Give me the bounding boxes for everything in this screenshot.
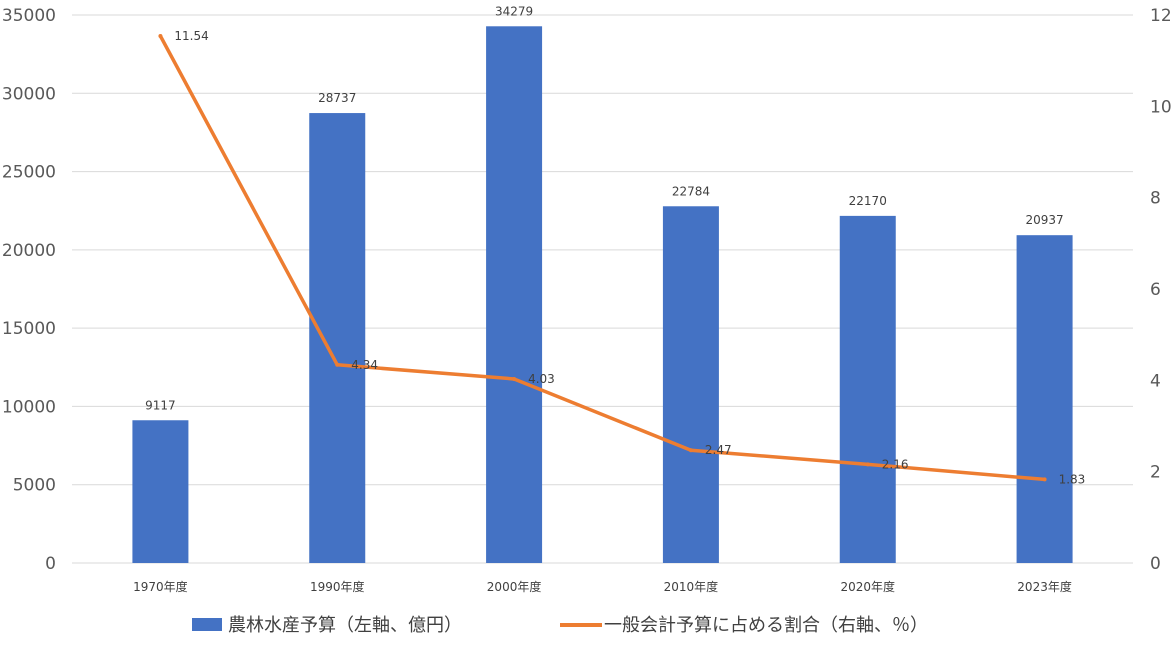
left-axis-tick-label: 20000 bbox=[2, 241, 56, 261]
line-data-label: 4.34 bbox=[351, 358, 378, 372]
bar-data-label: 28737 bbox=[318, 91, 356, 105]
line-point bbox=[865, 462, 870, 467]
right-axis-tick-label: 2 bbox=[1150, 463, 1161, 483]
legend: 農林水産予算（左軸、億円） 一般会計予算に占める割合（右軸、％） bbox=[192, 615, 928, 636]
bar bbox=[662, 206, 719, 564]
right-axis-tick-label: 4 bbox=[1150, 371, 1161, 391]
right-axis-tick-label: 0 bbox=[1150, 554, 1161, 574]
x-axis-tick-label: 1970年度 bbox=[133, 579, 188, 594]
left-axis-tick-label: 30000 bbox=[2, 84, 56, 104]
left-axis: 0 5000 10000 15000 20000 25000 30000 35000 bbox=[2, 6, 56, 574]
x-axis: 1970年度 1990年度 2000年度 2010年度 2020年度 2023年度 bbox=[133, 579, 1072, 594]
bar-data-label: 22784 bbox=[672, 184, 710, 198]
x-axis-tick-label: 2023年度 bbox=[1017, 579, 1072, 594]
right-axis-tick-label: 6 bbox=[1150, 280, 1161, 300]
left-axis-tick-label: 0 bbox=[45, 554, 56, 574]
line-point bbox=[1042, 477, 1047, 482]
bar-data-label: 22170 bbox=[849, 194, 887, 208]
line-point bbox=[512, 376, 517, 381]
x-axis-tick-label: 1990年度 bbox=[310, 579, 365, 594]
left-axis-tick-label: 15000 bbox=[2, 319, 56, 339]
right-axis: 0 2 4 6 8 10 12 bbox=[1150, 6, 1171, 574]
left-axis-tick-label: 25000 bbox=[2, 163, 56, 183]
bar bbox=[1016, 235, 1073, 563]
bar-data-labels: 9117 28737 34279 22784 22170 20937 bbox=[145, 4, 1064, 412]
line-data-labels: 11.54 4.34 4.03 2.47 2.16 1.83 bbox=[174, 29, 1085, 486]
line-data-label: 1.83 bbox=[1059, 472, 1086, 486]
legend-bar-swatch bbox=[192, 618, 222, 631]
line-series bbox=[158, 34, 1047, 482]
bar bbox=[309, 113, 366, 564]
left-axis-tick-label: 10000 bbox=[2, 397, 56, 417]
line-data-label: 2.16 bbox=[882, 457, 909, 471]
x-axis-tick-label: 2010年度 bbox=[664, 579, 719, 594]
bar-data-label: 9117 bbox=[145, 398, 176, 412]
line-data-label: 2.47 bbox=[705, 443, 732, 457]
line-data-label: 11.54 bbox=[174, 29, 208, 43]
line-point bbox=[688, 448, 693, 453]
left-axis-tick-label: 35000 bbox=[2, 6, 56, 26]
gridlines bbox=[72, 14, 1133, 564]
legend-line-label: 一般会計予算に占める割合（右軸、％） bbox=[604, 615, 928, 636]
bar bbox=[486, 26, 543, 563]
line-data-label: 4.03 bbox=[528, 372, 555, 386]
bar-data-label: 20937 bbox=[1025, 213, 1063, 227]
bar-series bbox=[132, 26, 1073, 564]
right-axis-tick-label: 8 bbox=[1150, 189, 1161, 209]
left-axis-tick-label: 5000 bbox=[13, 476, 56, 496]
bar-data-label: 34279 bbox=[495, 4, 533, 18]
line-point bbox=[335, 362, 340, 367]
bar bbox=[839, 215, 896, 563]
line-path bbox=[158, 35, 1045, 482]
right-axis-tick-label: 10 bbox=[1150, 97, 1171, 117]
right-axis-tick-label: 12 bbox=[1150, 6, 1171, 26]
legend-bar-label: 農林水産予算（左軸、億円） bbox=[228, 615, 462, 636]
bar bbox=[132, 420, 189, 563]
line-point bbox=[158, 34, 163, 39]
x-axis-tick-label: 2020年度 bbox=[840, 579, 895, 594]
x-axis-tick-label: 2000年度 bbox=[487, 579, 542, 594]
